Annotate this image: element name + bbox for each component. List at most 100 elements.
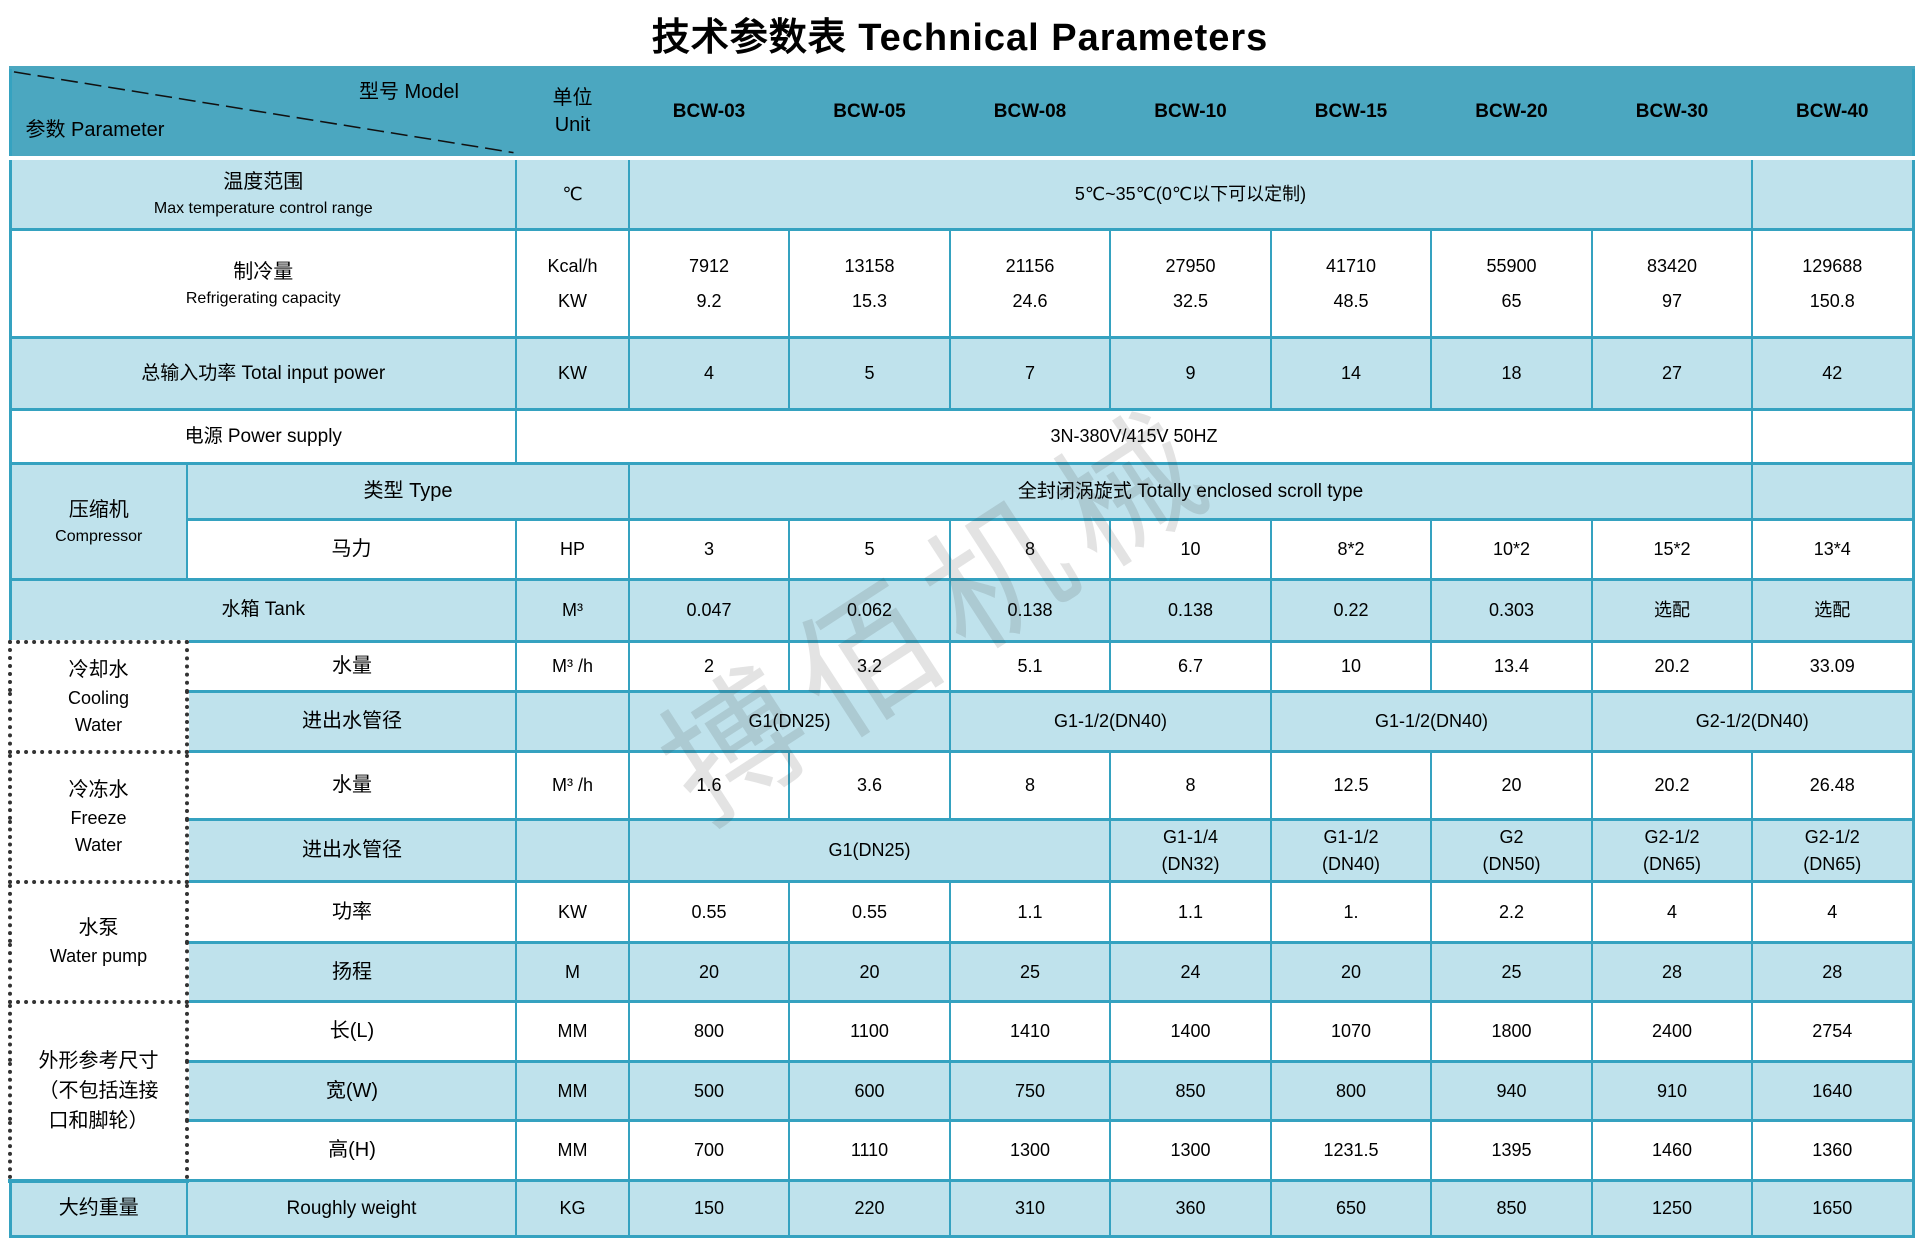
freeze-pipe-value: G1-1/4 (DN32) — [1109, 818, 1272, 883]
value-cell: 2 — [628, 640, 790, 693]
tank-unit: M³ — [515, 578, 630, 643]
value-cell: 1800 — [1430, 1000, 1593, 1063]
temperature-label-en: Max temperature control range — [153, 199, 373, 217]
value-cell: 25 — [1430, 941, 1593, 1003]
water-pump-label-zh: 水泵 — [78, 917, 119, 939]
compressor-section-label: 压缩机 Compressor — [9, 462, 188, 581]
value-cell: 8 — [949, 750, 1111, 821]
model-header-bcw-20: BCW-20 — [1430, 66, 1593, 160]
compressor-label-zh: 压缩机 — [68, 498, 129, 521]
value-cell: 选配 — [1751, 578, 1914, 643]
value-cell: 26.48 — [1751, 750, 1914, 821]
value-cell: 5 — [788, 336, 951, 411]
cooling-water-label-en2: Water — [74, 714, 123, 735]
freeze-pipe-label: 进出水管径 — [186, 818, 517, 883]
value-cell: 360 — [1109, 1179, 1272, 1238]
value-cell: 2.2 — [1430, 880, 1593, 944]
value-cell: 1640 — [1751, 1060, 1914, 1122]
empty-cell — [1751, 462, 1914, 521]
value-cell: 10 — [1270, 640, 1432, 693]
value-cell: 0.303 — [1430, 578, 1593, 643]
compressor-type-row: 压缩机 Compressor 类型 Type 全封闭涡旋式 Totally en… — [9, 462, 1914, 581]
value-cell: 20 — [628, 941, 790, 1003]
value-cell: 5 — [788, 518, 951, 581]
value-cell: 20 — [1270, 941, 1432, 1003]
value-cell: 6.7 — [1109, 640, 1272, 693]
value-cell: 0.22 — [1270, 578, 1432, 643]
refrigerating-row: 制冷量 Refrigerating capacity Kcal/h KW 791… — [9, 228, 1914, 339]
value-cell: 1070 — [1270, 1000, 1432, 1063]
value-cell: 12.5 — [1270, 750, 1432, 821]
value-cell: 0.55 — [788, 880, 951, 944]
value-cell: 129688 150.8 — [1751, 228, 1914, 339]
pump-power-unit: KW — [515, 880, 630, 944]
value-cell: 1110 — [788, 1119, 951, 1182]
length-label: 长(L) — [186, 1000, 517, 1063]
value-cell: 800 — [628, 1000, 790, 1063]
water-pump-section-label: 水泵 Water pump — [8, 879, 189, 1004]
diagonal-line — [13, 71, 514, 154]
pump-head-unit: M — [515, 941, 630, 1003]
refrigerating-label: 制冷量 Refrigerating capacity — [9, 228, 517, 339]
freeze-volume-label: 水量 — [186, 750, 517, 821]
pump-power-row: 水泵 Water pump 功率 KW 0.55 0.55 1.1 1.1 1.… — [8, 879, 1914, 1004]
empty-cell — [1751, 408, 1914, 465]
freeze-pipe-value: G1-1/2 (DN40) — [1270, 818, 1432, 883]
compressor-hp-unit: HP — [515, 518, 630, 581]
unit-header-zh: 单位 — [552, 87, 593, 110]
model-header-bcw-10: BCW-10 — [1109, 66, 1272, 160]
value-cell: 14 — [1270, 336, 1432, 411]
unit-header-en: Unit — [554, 114, 591, 137]
freeze-water-label-en1: Freeze — [70, 807, 127, 828]
total-input-power-unit: KW — [515, 336, 630, 411]
value-cell: 4 — [628, 336, 790, 411]
length-unit: MM — [515, 1000, 630, 1063]
refrigerating-unit: Kcal/h KW — [515, 228, 630, 339]
value-cell: 13.4 — [1430, 640, 1593, 693]
tank-label: 水箱 Tank — [9, 578, 517, 643]
value-cell: 20.2 — [1591, 640, 1753, 693]
dimension-length-row: 外形参考尺寸 （不包括连接 口和脚轮） 长(L) MM 800 1100 141… — [8, 999, 1914, 1183]
compressor-hp-label: 马力 — [186, 518, 517, 581]
model-axis-label: 型号 Model — [358, 81, 459, 103]
value-cell: 3.2 — [788, 640, 951, 693]
temperature-label-zh: 温度范围 — [223, 170, 304, 193]
weight-row: 大约重量 Roughly weight KG 150 220 310 360 6… — [9, 1179, 1914, 1238]
value-cell: 5.1 — [949, 640, 1111, 693]
tank-row: 水箱 Tank M³ 0.047 0.062 0.138 0.138 0.22 … — [9, 578, 1914, 643]
height-label: 高(H) — [186, 1119, 517, 1182]
value-cell: 1100 — [788, 1000, 951, 1063]
value-cell: 20.2 — [1591, 750, 1753, 821]
value-cell: 8*2 — [1270, 518, 1432, 581]
value-cell: 0.138 — [949, 578, 1111, 643]
temperature-unit: ℃ — [515, 156, 630, 231]
value-cell: 3 — [628, 518, 790, 581]
value-cell: 0.062 — [788, 578, 951, 643]
value-cell: 1.1 — [949, 880, 1111, 944]
value-cell: 4 — [1591, 880, 1753, 944]
value-cell: 0.047 — [628, 578, 790, 643]
compressor-type-value: 全封闭涡旋式 Totally enclosed scroll type — [628, 462, 1753, 521]
model-header-bcw-05: BCW-05 — [788, 66, 951, 160]
freeze-water-label-en2: Water — [74, 834, 123, 855]
freeze-pipe-value: G2 (DN50) — [1430, 818, 1593, 883]
value-cell: 25 — [949, 941, 1111, 1003]
power-supply-value: 3N-380V/415V 50HZ — [515, 408, 1753, 465]
value-cell: 选配 — [1591, 578, 1753, 643]
header-row: 型号 Model 参数 Parameter 单位 Unit BCW-03 BCW… — [9, 66, 1914, 160]
value-cell: 750 — [949, 1060, 1111, 1122]
value-cell: 500 — [628, 1060, 790, 1122]
cooling-water-pipe-row: 进出水管径 G1(DN25) G1-1/2(DN40) G1-1/2(DN40)… — [10, 690, 1914, 753]
model-header-bcw-03: BCW-03 — [628, 66, 790, 160]
width-label: 宽(W) — [186, 1060, 517, 1122]
total-input-power-label: 总输入功率 Total input power — [9, 336, 517, 411]
value-cell: 7 — [949, 336, 1111, 411]
model-header-bcw-30: BCW-30 — [1591, 66, 1753, 160]
freeze-water-volume-row: 冷冻水 Freeze Water 水量 M³ /h 1.6 3.6 8 8 12… — [8, 749, 1914, 884]
value-cell: 2400 — [1591, 1000, 1753, 1063]
empty-unit-cell — [515, 818, 630, 883]
value-cell: 10*2 — [1430, 518, 1593, 581]
value-cell: 1395 — [1430, 1119, 1593, 1182]
cooling-water-volume-row: 冷却水 Cooling Water 水量 M³ /h 2 3.2 5.1 6.7… — [8, 639, 1914, 754]
model-header-bcw-15: BCW-15 — [1270, 66, 1432, 160]
